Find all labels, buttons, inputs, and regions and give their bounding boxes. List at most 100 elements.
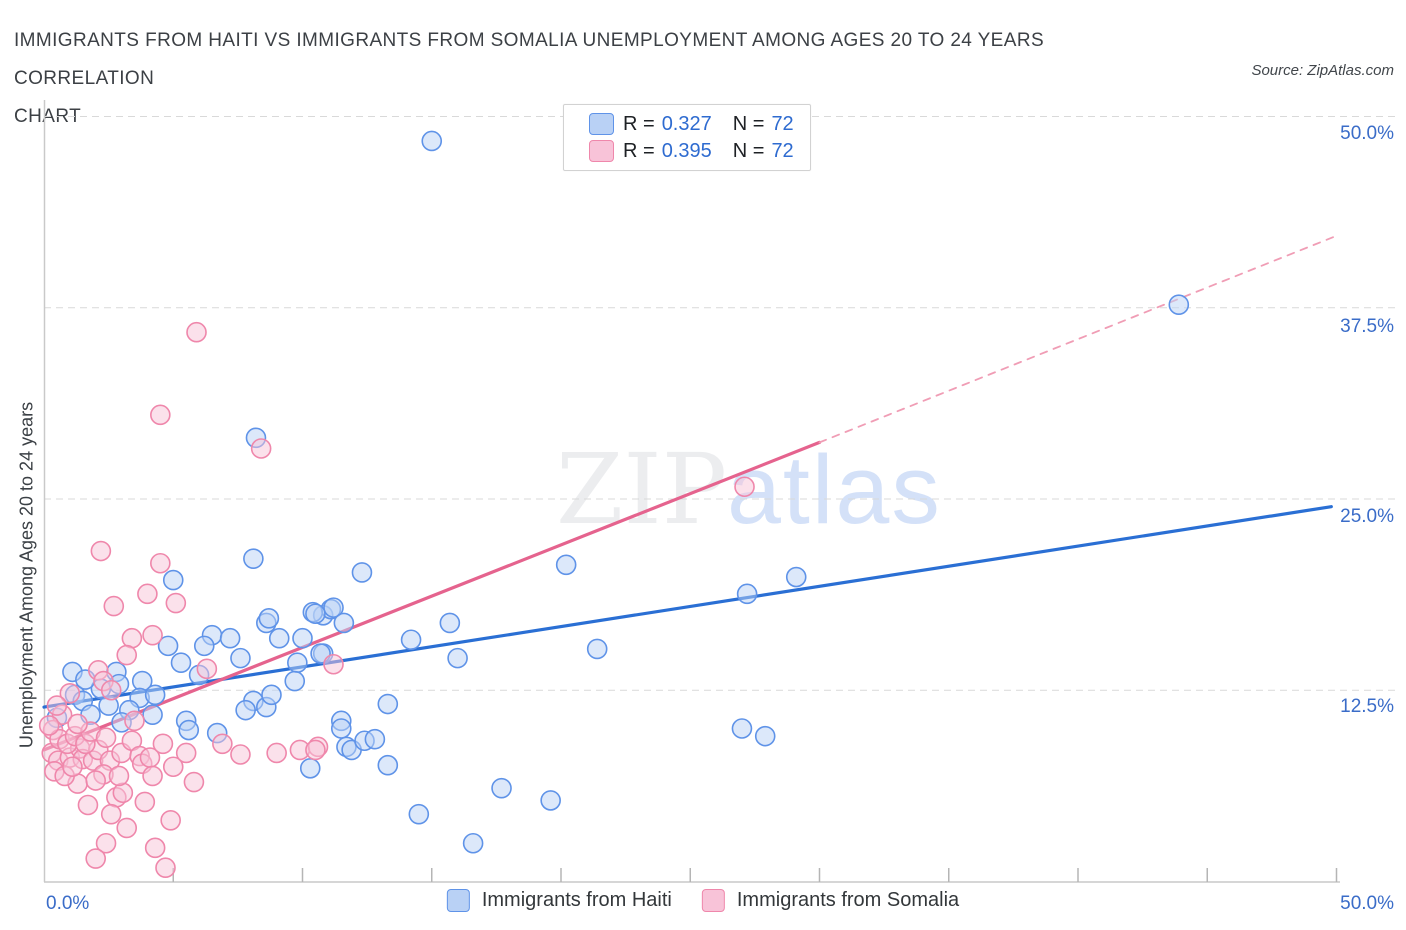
somalia-swatch-icon (589, 140, 614, 162)
scatter-point (178, 719, 200, 741)
y-axis-title: Unemployment Among Ages 20 to 24 years (16, 401, 37, 749)
scatter-point (155, 857, 176, 879)
scatter-point (305, 603, 326, 625)
y-tick-50: 50.0% (1340, 123, 1394, 144)
scatter-point (150, 404, 171, 426)
x-label-min: 0.0% (46, 893, 90, 914)
legend-row-somalia: R = 0.395 N = 72 (589, 140, 794, 162)
scatter-point (85, 848, 106, 869)
scatter-point (77, 794, 99, 816)
scatter-point (243, 548, 264, 569)
scatter-point (287, 652, 308, 674)
y-tick-12-5: 12.5% (1340, 696, 1394, 717)
x-label-max: 50.0% (1340, 893, 1394, 914)
scatter-point (540, 790, 561, 811)
scatter-point (160, 809, 181, 831)
scatter-point (124, 710, 145, 732)
scatter-point (586, 638, 608, 660)
scatter-point (59, 683, 81, 704)
legend-label-haiti: Immigrants from Haiti (481, 889, 672, 911)
scatter-point (284, 670, 306, 692)
y-tick-25: 25.0% (1340, 506, 1394, 527)
scatter-point (116, 817, 138, 839)
scatter-point (377, 693, 399, 715)
scatter-point (175, 742, 197, 764)
page-title: IMMIGRANTS FROM HAITI VS IMMIGRANTS FROM… (14, 22, 1174, 136)
scatter-point (162, 756, 184, 778)
scatter-point (142, 624, 163, 646)
scatter-point (95, 832, 117, 854)
scatter-point (736, 583, 758, 605)
r-label: R = (623, 112, 655, 135)
scatter-point (103, 595, 125, 617)
scatter-point (100, 803, 122, 825)
haiti-swatch-icon (589, 113, 614, 135)
scatter-point (112, 782, 134, 804)
scatter-point (170, 652, 192, 674)
scatter-point (292, 627, 313, 649)
scatter-point (137, 583, 158, 605)
scatter-point (323, 597, 344, 618)
legend-item-haiti: Immigrants from Haiti (446, 889, 672, 912)
scatter-point (734, 476, 755, 498)
scatter-point (491, 777, 512, 799)
scatter-point (364, 728, 386, 750)
scatter-point (230, 647, 251, 669)
correlation-legend-box: R = 0.327 N = 72 R = 0.395 N = 72 (563, 104, 811, 171)
scatter-point (323, 653, 344, 675)
scatter-point (266, 742, 287, 764)
scatter-point (235, 699, 256, 721)
scatter-point (305, 739, 326, 761)
trend-line-solid (42, 440, 822, 752)
scatter-point (142, 765, 163, 787)
y-tick-37-5: 37.5% (1340, 316, 1394, 337)
scatter-point (196, 658, 218, 680)
scatter-point (150, 552, 171, 574)
legend-label-somalia: Immigrants from Somalia (736, 889, 960, 911)
scatter-point (333, 612, 355, 634)
series-legend: Immigrants from Haiti Immigrants from So… (446, 889, 960, 912)
watermark-atlas: atlas (726, 435, 942, 544)
scatter-point (142, 704, 163, 726)
scatter-point (157, 635, 179, 657)
haiti-swatch-icon (446, 889, 470, 912)
scatter-point (462, 832, 484, 854)
r-label: R = (623, 139, 655, 162)
n-value: 72 (771, 112, 794, 135)
scatter-point (731, 718, 753, 739)
scatter-point (46, 695, 68, 716)
legend-row-haiti: R = 0.327 N = 72 (589, 113, 794, 135)
scatter-point (785, 566, 807, 588)
scatter-point (421, 130, 443, 152)
r-value: 0.327 (661, 112, 712, 135)
scatter-point (299, 757, 321, 779)
scatter-point (377, 754, 399, 776)
trend-line-dashed (818, 234, 1338, 444)
scatter-point (38, 715, 60, 736)
scatter-point (261, 684, 282, 706)
scatter-point (1168, 294, 1190, 315)
scatter-point (193, 635, 215, 657)
scatter-point (186, 321, 207, 343)
scatter-point (212, 733, 233, 755)
scatter-point (152, 733, 174, 755)
somalia-swatch-icon (701, 889, 725, 912)
scatter-point (85, 770, 106, 791)
trend-line-solid (42, 505, 1333, 709)
r-value: 0.395 (661, 139, 712, 162)
scatter-point (183, 771, 205, 793)
scatter-point (144, 684, 166, 706)
scatter-point (165, 592, 187, 614)
scatter-point (400, 629, 422, 651)
scatter-point (144, 837, 166, 859)
scatter-point (555, 554, 577, 576)
zipatlas-watermark: ZIPatlas (556, 441, 942, 538)
scatter-point (219, 627, 241, 649)
source-credit: Source: ZipAtlas.com (1251, 62, 1394, 79)
n-label: N = (732, 139, 765, 162)
scatter-point (95, 727, 117, 748)
scatter-point (100, 679, 122, 701)
scatter-point (90, 540, 112, 562)
scatter-point (447, 647, 468, 669)
